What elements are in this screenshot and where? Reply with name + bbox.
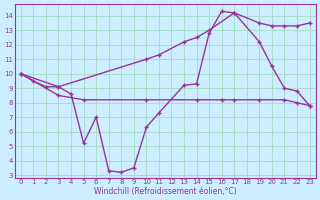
X-axis label: Windchill (Refroidissement éolien,°C): Windchill (Refroidissement éolien,°C): [94, 187, 236, 196]
